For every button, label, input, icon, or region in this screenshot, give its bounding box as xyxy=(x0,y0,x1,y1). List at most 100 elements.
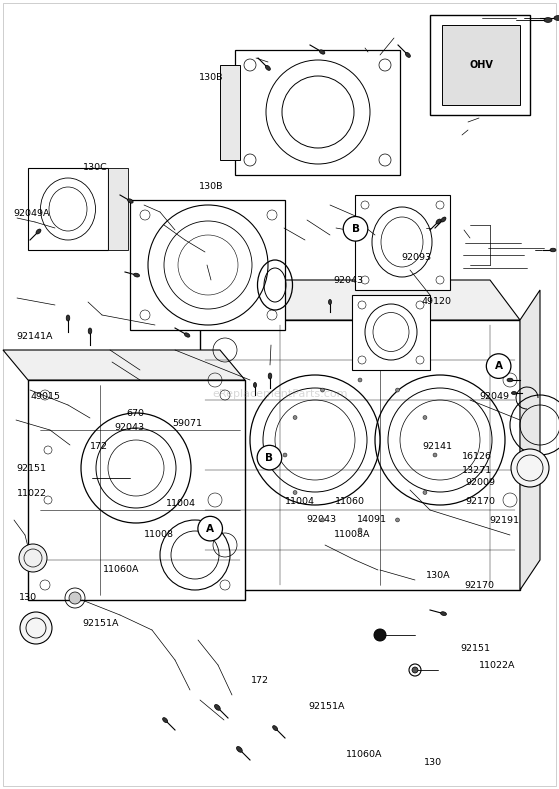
Text: eReplacementParts.com: eReplacementParts.com xyxy=(212,389,348,399)
Text: 92151A: 92151A xyxy=(309,702,345,712)
Ellipse shape xyxy=(66,315,70,321)
Polygon shape xyxy=(430,15,530,115)
Text: 11004: 11004 xyxy=(165,499,196,508)
Ellipse shape xyxy=(554,16,559,21)
Text: 11004: 11004 xyxy=(285,497,315,507)
Text: 130C: 130C xyxy=(83,163,107,172)
Ellipse shape xyxy=(436,219,441,224)
Circle shape xyxy=(433,453,437,457)
Text: 92151: 92151 xyxy=(461,644,491,653)
Ellipse shape xyxy=(550,249,556,252)
Text: 172: 172 xyxy=(89,442,107,451)
Text: 92170: 92170 xyxy=(465,497,495,507)
Text: 130: 130 xyxy=(19,593,37,602)
Circle shape xyxy=(358,378,362,382)
Ellipse shape xyxy=(215,705,220,710)
Text: 92049: 92049 xyxy=(480,391,510,401)
Polygon shape xyxy=(130,200,285,330)
Circle shape xyxy=(19,544,47,572)
Circle shape xyxy=(374,629,386,641)
Ellipse shape xyxy=(441,217,446,222)
Circle shape xyxy=(396,518,400,522)
Circle shape xyxy=(320,518,325,522)
Text: 92170: 92170 xyxy=(464,581,494,590)
Text: B: B xyxy=(352,224,359,234)
Polygon shape xyxy=(3,350,245,380)
Circle shape xyxy=(69,592,81,604)
Text: 130: 130 xyxy=(424,757,442,767)
Ellipse shape xyxy=(163,718,168,723)
Circle shape xyxy=(320,388,325,392)
Text: 92049A: 92049A xyxy=(13,208,50,218)
Circle shape xyxy=(198,516,222,541)
Polygon shape xyxy=(520,290,540,590)
Text: 59071: 59071 xyxy=(172,419,202,428)
Text: 130A: 130A xyxy=(426,571,451,581)
Text: 16126: 16126 xyxy=(462,452,492,462)
Text: 11022: 11022 xyxy=(17,489,47,499)
Ellipse shape xyxy=(134,273,140,277)
Polygon shape xyxy=(220,65,240,160)
Ellipse shape xyxy=(511,449,549,487)
Ellipse shape xyxy=(236,746,242,752)
Circle shape xyxy=(412,667,418,673)
Polygon shape xyxy=(170,280,520,320)
Text: OHV: OHV xyxy=(469,60,493,70)
Text: 11022A: 11022A xyxy=(479,661,515,671)
Text: A: A xyxy=(495,361,503,371)
Circle shape xyxy=(293,416,297,420)
Polygon shape xyxy=(235,50,400,175)
Ellipse shape xyxy=(544,17,552,22)
Polygon shape xyxy=(200,320,520,590)
Circle shape xyxy=(283,453,287,457)
Circle shape xyxy=(20,612,52,644)
Circle shape xyxy=(423,491,427,495)
Text: 11060A: 11060A xyxy=(103,565,140,574)
Text: 92093: 92093 xyxy=(401,252,432,262)
Text: 11060: 11060 xyxy=(335,497,366,507)
Text: 92191: 92191 xyxy=(490,516,520,525)
Ellipse shape xyxy=(268,373,272,379)
Ellipse shape xyxy=(440,611,447,615)
Text: 92043: 92043 xyxy=(333,276,363,286)
Ellipse shape xyxy=(88,328,92,334)
Ellipse shape xyxy=(329,300,331,305)
Text: 11008: 11008 xyxy=(144,529,174,539)
Text: A: A xyxy=(206,524,214,533)
Ellipse shape xyxy=(405,52,410,58)
Ellipse shape xyxy=(507,378,513,382)
Circle shape xyxy=(343,216,368,241)
Text: 92151A: 92151A xyxy=(83,619,119,628)
Circle shape xyxy=(486,353,511,379)
Polygon shape xyxy=(28,168,108,250)
Circle shape xyxy=(293,491,297,495)
Text: 92043: 92043 xyxy=(115,423,145,432)
Text: 92141: 92141 xyxy=(423,442,453,451)
Text: 14091: 14091 xyxy=(357,514,387,524)
Text: 13271: 13271 xyxy=(462,466,492,475)
Text: 172: 172 xyxy=(250,675,268,685)
Text: 92043: 92043 xyxy=(306,514,337,524)
Text: B: B xyxy=(266,453,273,462)
Ellipse shape xyxy=(127,199,133,203)
Circle shape xyxy=(257,445,282,470)
Text: 670: 670 xyxy=(126,409,144,418)
Text: 92141A: 92141A xyxy=(17,331,53,341)
Ellipse shape xyxy=(184,333,190,337)
Ellipse shape xyxy=(511,391,517,394)
Ellipse shape xyxy=(36,229,41,234)
Polygon shape xyxy=(352,295,430,370)
Polygon shape xyxy=(355,195,450,290)
Ellipse shape xyxy=(266,65,271,70)
Circle shape xyxy=(396,388,400,392)
Text: 49015: 49015 xyxy=(30,391,60,401)
Text: 11008A: 11008A xyxy=(334,529,371,539)
Ellipse shape xyxy=(319,50,325,54)
Text: 92151: 92151 xyxy=(17,464,47,473)
Polygon shape xyxy=(108,168,128,250)
Text: 11060A: 11060A xyxy=(345,750,382,759)
Text: 49120: 49120 xyxy=(421,297,452,306)
Polygon shape xyxy=(28,380,245,600)
Polygon shape xyxy=(442,25,520,105)
Circle shape xyxy=(358,528,362,532)
